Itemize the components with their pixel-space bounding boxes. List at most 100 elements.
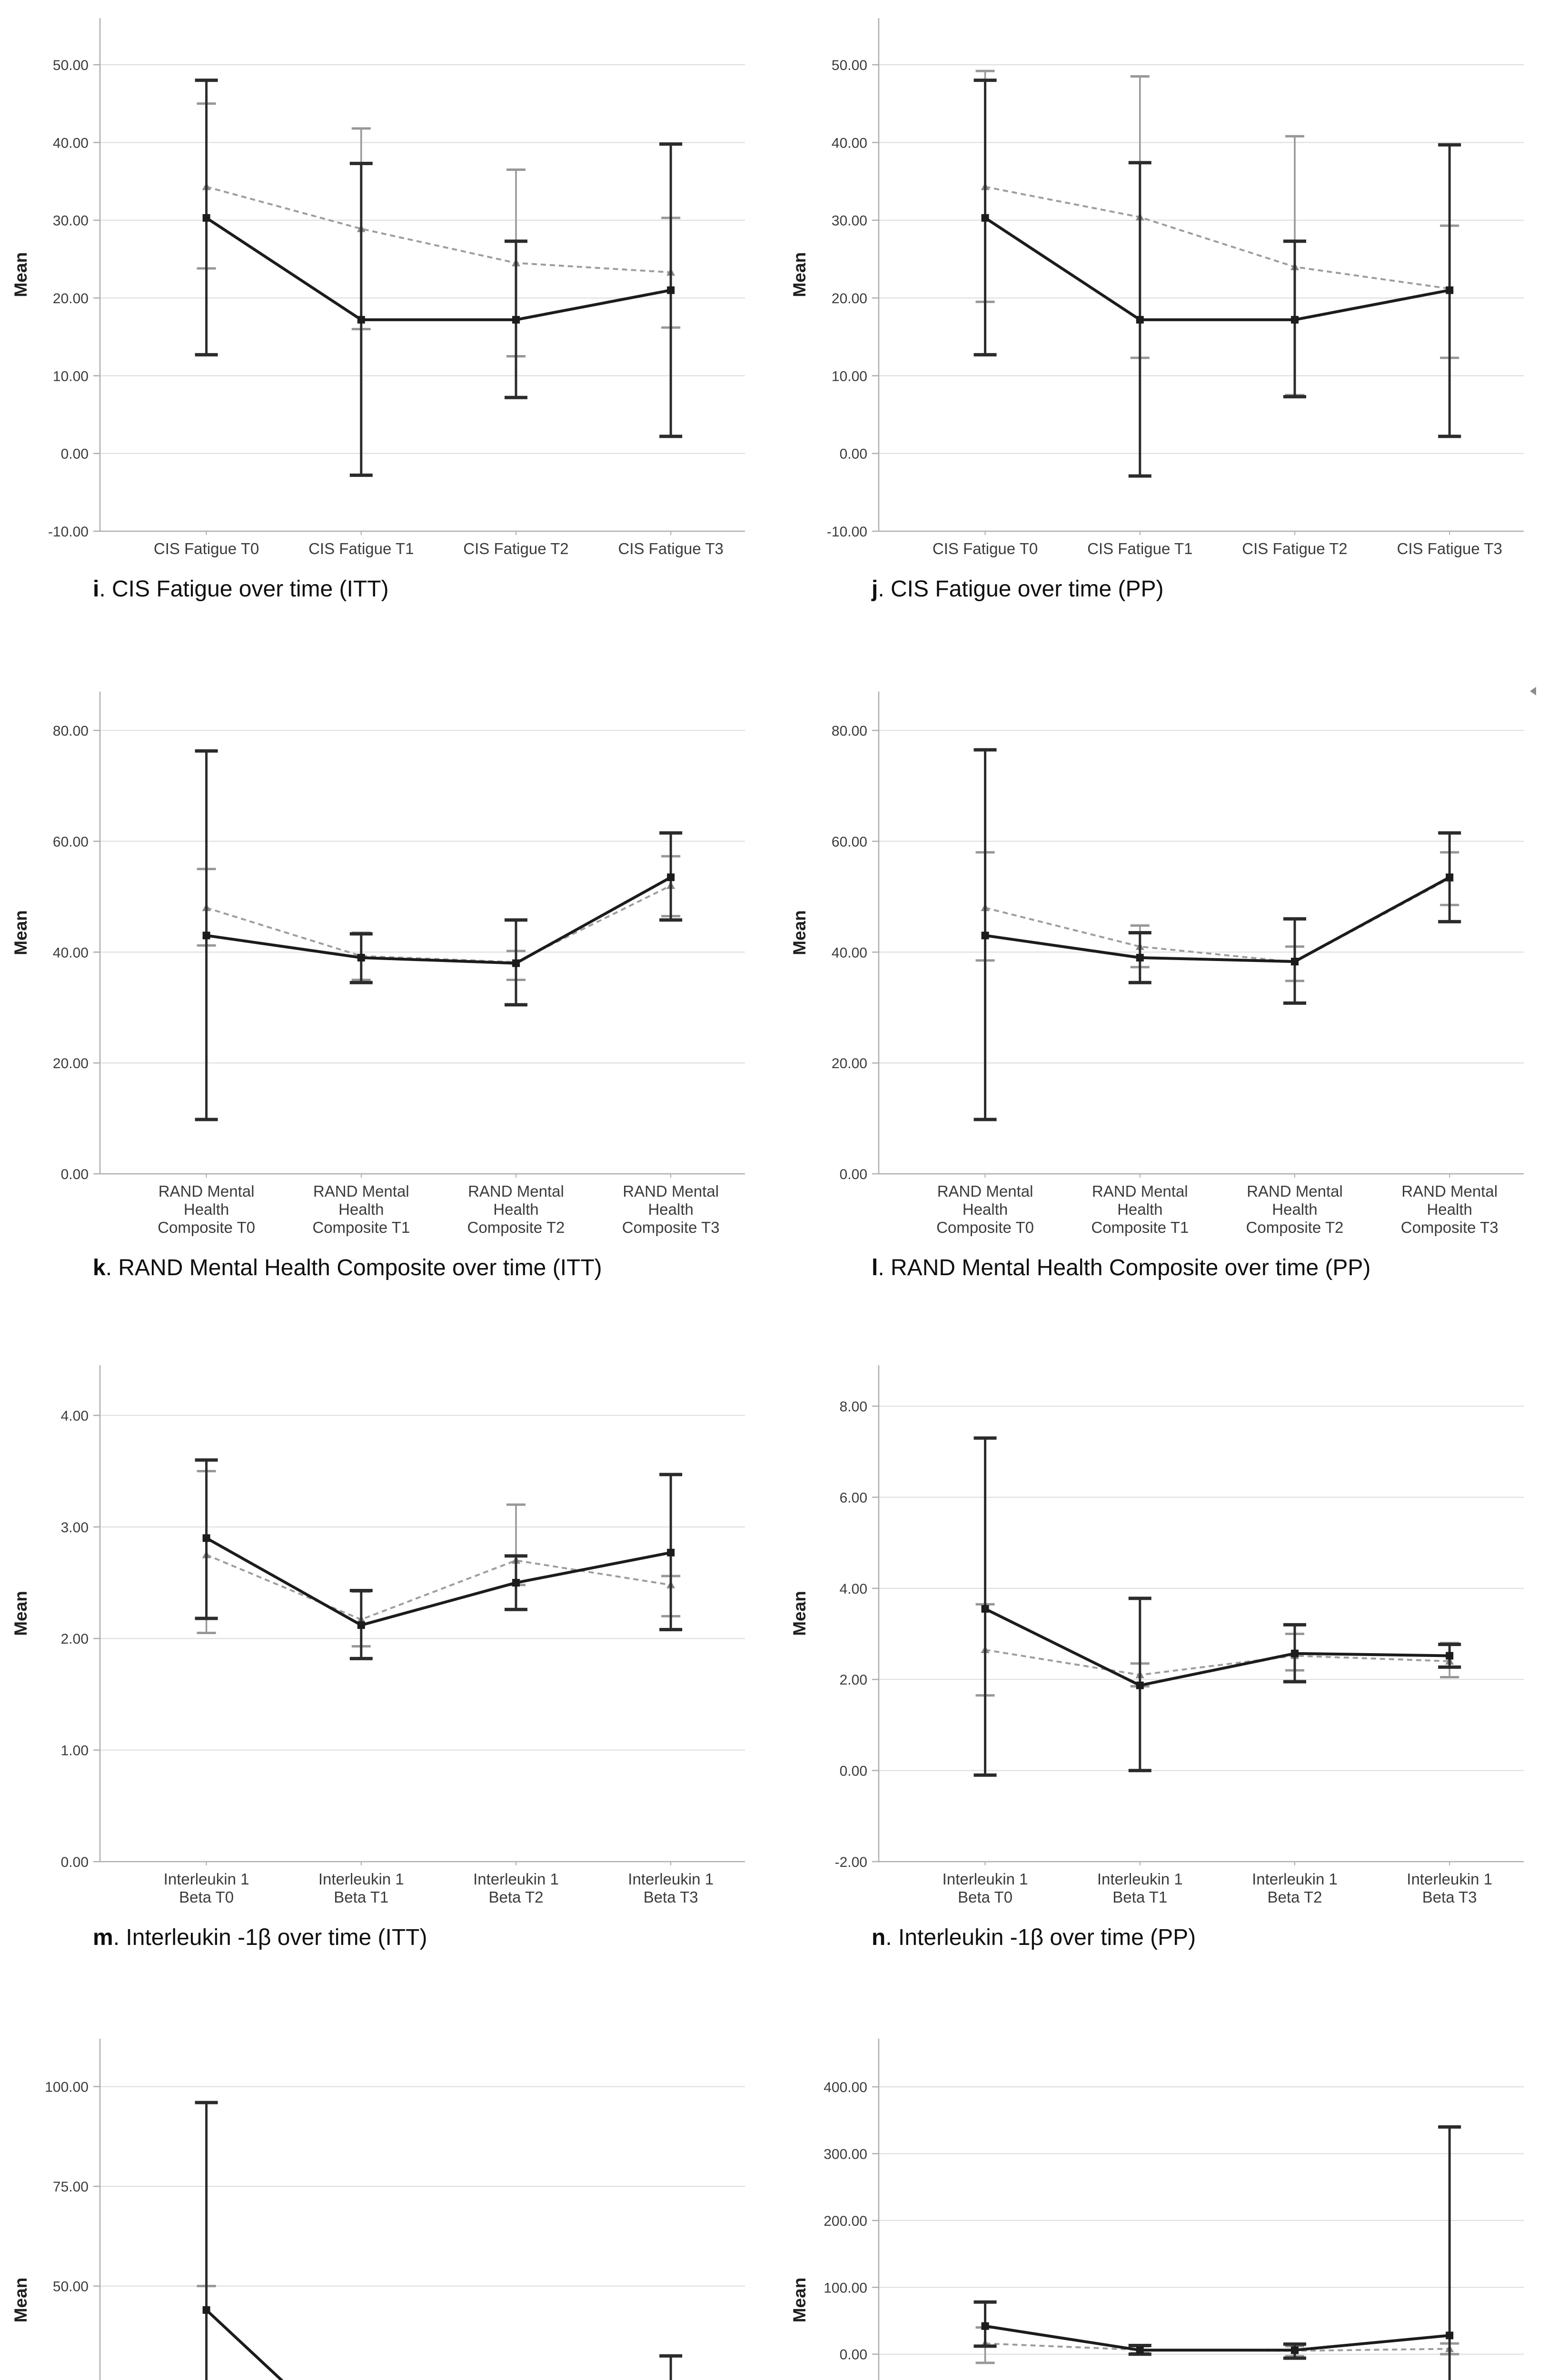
series-markers [981,214,1454,324]
caption-title: CIS Fatigue over time (PP) [891,576,1164,602]
stray-mark-icon [1530,687,1536,695]
x-category-label: CIS Fatigue T3 [618,540,724,557]
y-axis: 4.00 3.00 2.00 1.00 0.00 [61,1365,101,1870]
y-axis-title: Mean [11,910,30,955]
panel-l: 80.00 60.00 40.00 20.00 0.00 Mean RAND Mental H… [779,674,1558,1347]
square-marker-icon [667,286,675,294]
panel-o: 100.0075.0050.0025.000.00MeanInterleukin… [0,2021,779,2380]
y-tick-label: 4.00 [840,1581,867,1597]
y-tick-label: 80.00 [832,724,867,739]
error-bars [197,1470,681,1648]
y-tick-label: 6.00 [840,1490,867,1506]
y-tick-label: 0.00 [840,2347,867,2363]
x-category-label: CIS Fatigue T2 [1242,540,1347,557]
y-tick-label: 100.00 [824,2280,867,2296]
square-marker-icon [667,873,675,882]
y-axis: 50.00 40.00 30.00 20.00 10.00 0.00 -10.00 [827,18,880,540]
gridlines [879,1406,1524,1771]
panel-letter: i [93,576,99,602]
x-category-label: RAND Mental Health Composite T2 [467,1182,565,1236]
series-solid-square [195,2101,683,2380]
caption-title: Interleukin -1β over time (PP) [898,1925,1196,1950]
y-tick-label: 400.00 [824,2080,867,2095]
panel-caption: l. RAND Mental Health Composite over tim… [872,1255,1558,1281]
panel-p: 400.00300.00200.00100.000.00-100.00-200.… [779,2021,1558,2380]
x-category-label: RAND Mental Health Composite T2 [1246,1182,1344,1236]
y-axis-title: Mean [790,1591,809,1636]
y-tick-label: 200.00 [824,2213,867,2229]
chart-k: 80.00 60.00 40.00 20.00 0.00 Mean RAND Mental H… [11,692,745,1236]
y-tick-label: -10.00 [827,524,867,540]
square-marker-icon [1446,873,1454,882]
y-axis-title: Mean [11,2278,30,2323]
x-category-label: RAND Mental Health Composite T3 [622,1182,720,1236]
series-line [206,1537,671,1627]
x-axis: RAND Mental Health Composite T0 RAND Mental… [100,1173,745,1236]
panel-letter: m [93,1925,113,1950]
y-tick-label: 40.00 [832,135,867,151]
x-category-label: RAND Mental Health Composite T0 [936,1182,1034,1236]
y-axis-title: Mean [11,252,30,298]
series-line [206,1554,671,1621]
square-marker-icon [981,1605,989,1613]
y-tick-label: 30.00 [53,213,89,229]
x-category-label: Interleukin 1 Beta T1 [318,1870,404,1906]
x-category-label: CIS Fatigue T3 [1397,540,1502,557]
y-tick-label: 2.00 [61,1631,89,1647]
error-bars [973,1436,1461,1777]
error-bars [195,2101,683,2380]
series-solid-square [195,1458,683,1660]
square-marker-icon [357,1621,365,1629]
series-solid-square [195,749,683,1121]
caption-title: CIS Fatigue over time (ITT) [112,576,389,602]
y-tick-label: -2.00 [835,1854,867,1870]
square-marker-icon [981,932,989,940]
chart-n: 8.00 6.00 4.00 2.00 0.00 -2.00 Mean Interleukin… [790,1365,1524,1906]
square-marker-icon [1136,1681,1144,1689]
series-line [985,2342,1450,2352]
square-marker-icon [1290,2346,1299,2354]
x-category-label: Interleukin 1 Beta T0 [164,1870,249,1906]
caption-separator: . [878,576,891,602]
error-bars [973,79,1461,478]
chart-l: 80.00 60.00 40.00 20.00 0.00 Mean RAND Mental H… [790,692,1524,1236]
y-axis: 50.00 40.00 30.00 20.00 10.00 0.00 -10.00 [48,18,101,540]
series-markers [202,1534,675,1629]
x-category-label: CIS Fatigue T0 [933,540,1038,557]
x-category-label: CIS Fatigue T2 [463,540,568,557]
square-marker-icon [202,2306,210,2314]
gridlines [879,2086,1524,2355]
series-solid-square [973,79,1461,478]
square-marker-icon [1136,953,1144,962]
y-axis-title: Mean [790,910,809,955]
caption-separator: . [99,576,112,602]
y-tick-label: -10.00 [48,524,89,540]
square-marker-icon [1136,2346,1144,2354]
square-marker-icon [512,1579,520,1587]
error-bars [975,69,1459,397]
square-marker-icon [1290,1649,1299,1657]
series-dashed-triangle [975,1603,1459,1697]
chart-m: 4.00 3.00 2.00 1.00 0.00 Mean Interleukin 1 Bet… [11,1365,745,1906]
x-axis: Interleukin 1 Beta T0 Interleukin 1 Beta T1… [879,1861,1524,1906]
y-tick-label: 20.00 [53,1056,89,1071]
caption-title: RAND Mental Health Composite over time (… [118,1255,602,1280]
x-category-label: CIS Fatigue T1 [1087,540,1192,557]
series-dashed-triangle [975,69,1459,397]
series-markers [981,2322,1454,2354]
y-tick-label: 3.00 [61,1520,89,1536]
caption-title: RAND Mental Health Composite over time (… [891,1255,1371,1280]
chart-i: 50.00 40.00 30.00 20.00 10.00 0.00 -10.00 Mean C… [11,18,745,557]
y-tick-label: 0.00 [840,1764,867,1779]
series-markers [202,881,675,966]
x-category-label: Interleukin 1 Beta T3 [628,1870,714,1906]
caption-separator: . [105,1255,119,1280]
y-tick-label: 50.00 [53,58,89,73]
x-category-label: Interleukin 1 Beta T2 [473,1870,559,1906]
series-line [206,186,671,274]
square-marker-icon [202,1534,210,1542]
square-marker-icon [981,2322,989,2330]
caption-title: Interleukin -1β over time (ITT) [126,1925,427,1950]
